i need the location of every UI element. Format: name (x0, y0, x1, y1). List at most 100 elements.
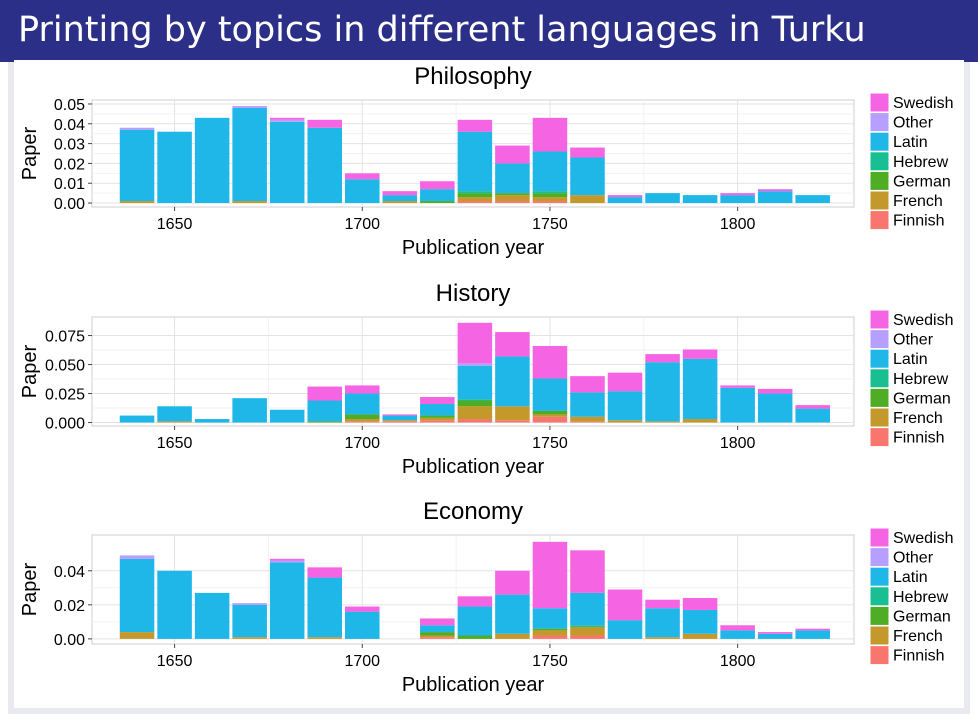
slide-title: Printing by topics in different language… (18, 10, 866, 50)
bar-latin (757, 191, 793, 204)
bar-finnish (420, 420, 455, 423)
x-tick-label: 1800 (720, 653, 756, 670)
bar-german (495, 193, 530, 196)
bar-latin (307, 127, 342, 204)
legend-key-french (869, 625, 890, 646)
bar-swedish (307, 567, 342, 578)
bar-swedish (344, 173, 380, 180)
bar-latin (720, 387, 755, 423)
bar-german (344, 414, 380, 420)
bar-french (570, 626, 605, 636)
bar-swedish (795, 628, 830, 631)
bar-hebrew (570, 625, 605, 627)
bar-swedish (382, 191, 418, 196)
bar-other (119, 127, 155, 130)
legend-label-latin: Latin (893, 134, 928, 151)
bar-finnish (532, 416, 568, 423)
legend-key-latin (869, 131, 890, 152)
bar-swedish (795, 405, 830, 409)
bar-french (307, 637, 342, 639)
bar-latin (157, 406, 192, 422)
legend-label-french: French (893, 193, 943, 210)
legend: Swedish Other Latin Hebrew German French Finni… (869, 92, 953, 231)
bar-french (420, 417, 455, 421)
bar-swedish (570, 147, 605, 158)
bar-other (269, 560, 305, 563)
bar-latin (607, 391, 643, 421)
bar-hebrew (457, 191, 493, 194)
bar-latin (495, 594, 530, 634)
legend-label-latin: Latin (893, 569, 928, 586)
legend-label-other: Other (893, 115, 934, 132)
y-tick-label: 0.03 (54, 137, 85, 154)
bar-latin (344, 179, 380, 204)
bar-swedish (645, 354, 680, 363)
bar-latin (420, 189, 455, 202)
legend-label-swedish: Swedish (893, 95, 953, 112)
legend-key-swedish (869, 527, 890, 548)
legend-key-other (869, 112, 890, 133)
y-tick-label: 0.075 (45, 329, 85, 346)
bar-latin (344, 611, 380, 639)
legend-label-swedish: Swedish (893, 312, 953, 329)
bar-latin (194, 592, 230, 639)
bar-latin (269, 562, 305, 639)
y-tick-label: 0.00 (54, 196, 85, 213)
bar-swedish (420, 397, 455, 404)
bar-german (457, 635, 493, 639)
legend-label-hebrew: Hebrew (893, 589, 949, 606)
bar-latin (795, 408, 830, 423)
bar-other (269, 119, 305, 122)
bar-french (682, 633, 718, 639)
y-axis-label: Paper (19, 562, 41, 616)
bar-swedish (495, 570, 530, 595)
y-tick-label: 0.04 (54, 564, 85, 581)
chart-title: History (436, 280, 511, 307)
bar-french (532, 197, 568, 202)
bar-latin (382, 415, 418, 421)
y-axis-label: Paper (19, 126, 41, 180)
chart-history: 0.000 0.025 0.050 0.075 1650 1700 1750 1800 Hist… (19, 280, 953, 478)
legend-label-german: German (893, 390, 951, 407)
y-tick-label: 0.000 (45, 416, 85, 433)
legend-key-hebrew (869, 151, 890, 172)
chart-economy: 0.00 0.02 0.04 1650 1700 1750 1800 Economy Publi… (19, 498, 953, 696)
bar-latin (382, 195, 418, 202)
legend-label-german: German (893, 173, 951, 190)
y-tick-label: 0.025 (45, 387, 85, 404)
bar-french (119, 632, 155, 639)
legend-label-other: Other (893, 332, 934, 349)
bar-hebrew (532, 191, 568, 194)
bar-swedish (720, 193, 755, 196)
bar-latin (157, 131, 192, 204)
bar-swedish (344, 606, 380, 612)
x-tick-label: 1800 (720, 216, 756, 233)
bar-french (495, 195, 530, 202)
y-tick-label: 0.02 (54, 598, 85, 615)
bar-finnish (382, 421, 418, 423)
bar-latin (307, 577, 342, 638)
legend-key-finnish (869, 645, 890, 666)
bar-french (532, 414, 568, 417)
bar-swedish (570, 550, 605, 593)
bar-german (457, 400, 493, 407)
bar-finnish (532, 635, 568, 639)
slide-header: Printing by topics in different language… (0, 0, 978, 62)
bar-latin (645, 608, 680, 638)
bar-swedish (757, 632, 793, 634)
bar-german (420, 201, 455, 204)
bar-swedish (682, 349, 718, 359)
bar-french (344, 419, 380, 422)
bar-latin (232, 398, 267, 423)
bar-finnish (570, 635, 605, 639)
bar-swedish (720, 385, 755, 388)
x-tick-label: 1750 (532, 653, 568, 670)
charts-svg: 0.00 0.01 0.02 0.03 0.04 0.05 1650 1700 1750 1800… (19, 63, 953, 696)
bar-french (570, 416, 605, 422)
bar-latin (119, 415, 155, 423)
bar-swedish (307, 119, 342, 128)
x-tick-label: 1750 (532, 216, 568, 233)
bar-latin (269, 121, 305, 204)
bar-french (645, 637, 680, 639)
bar-latin (119, 558, 155, 633)
